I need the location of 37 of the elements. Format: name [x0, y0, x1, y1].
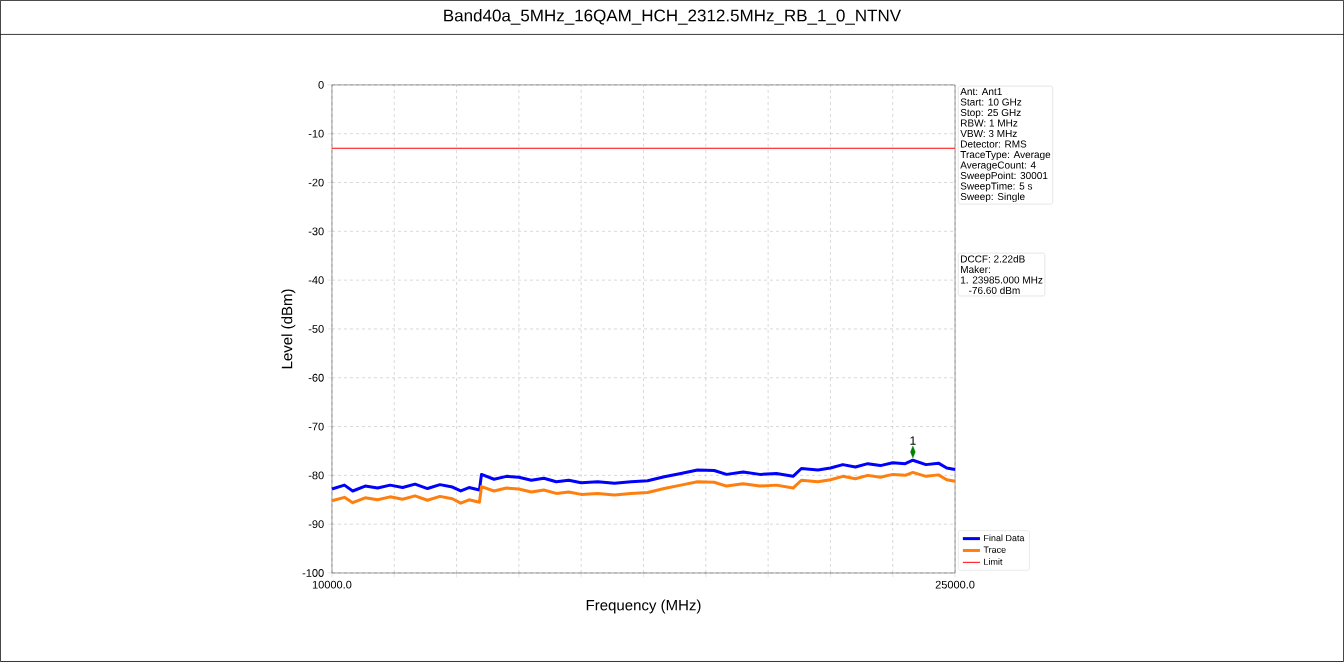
text: Ant: Ant1: [960, 88, 1002, 96]
text: SweepTime: 5 s: [960, 182, 1033, 192]
y-tick-label: -30: [308, 227, 324, 236]
y-axis-title: Level (dBm): [281, 289, 296, 369]
y-tick-label: -90: [308, 520, 324, 529]
text: SweepPoint: 30001: [960, 171, 1048, 182]
text: 1. 23985.000 MHz: [961, 276, 1043, 284]
y-tick-label: -50: [308, 325, 324, 333]
line-series: [330, 470, 957, 505]
text: VBW: 3 MHz: [960, 130, 1017, 138]
text: Stop: 25 GHz: [960, 109, 1021, 119]
y-tick-label: -60: [308, 373, 324, 382]
x-tick-label: 10000.0: [312, 580, 352, 589]
text: DCCF: 2.22dB: [961, 255, 1025, 263]
legend-label: Trace: [983, 546, 1006, 553]
text: AverageCount: 4: [960, 161, 1036, 171]
y-tick-label: -100: [302, 569, 324, 577]
text: RBW: 1 MHz: [961, 119, 1018, 127]
y-tick-label: -80: [308, 471, 324, 480]
text: -76.60 dBm: [969, 286, 1020, 295]
text: Maker:: [961, 265, 990, 274]
y-tick-label: -40: [308, 276, 324, 285]
line-series: [330, 458, 957, 493]
annotation: 1: [910, 436, 916, 445]
text: Start: 10 GHz: [960, 98, 1022, 106]
y-tick-label: -10: [308, 129, 324, 138]
chart-title: Band40a_5MHz_16QAM_HCH_2312.5MHz_RB_1_0_NTNV: [444, 9, 902, 25]
legend-label: Final Data: [984, 534, 1025, 542]
text: TraceType: Average: [960, 151, 1051, 161]
x-tick-label: 25000.0: [935, 580, 975, 589]
y-tick-label: 0: [318, 81, 324, 89]
y-tick-label: -70: [308, 422, 324, 431]
text: Sweep: Single: [960, 192, 1025, 203]
y-tick-label: -20: [308, 178, 324, 187]
text: Detector: RMS: [961, 140, 1027, 148]
x-axis-title: Frequency (MHz): [586, 599, 701, 614]
legend-label: Limit: [984, 558, 1003, 565]
